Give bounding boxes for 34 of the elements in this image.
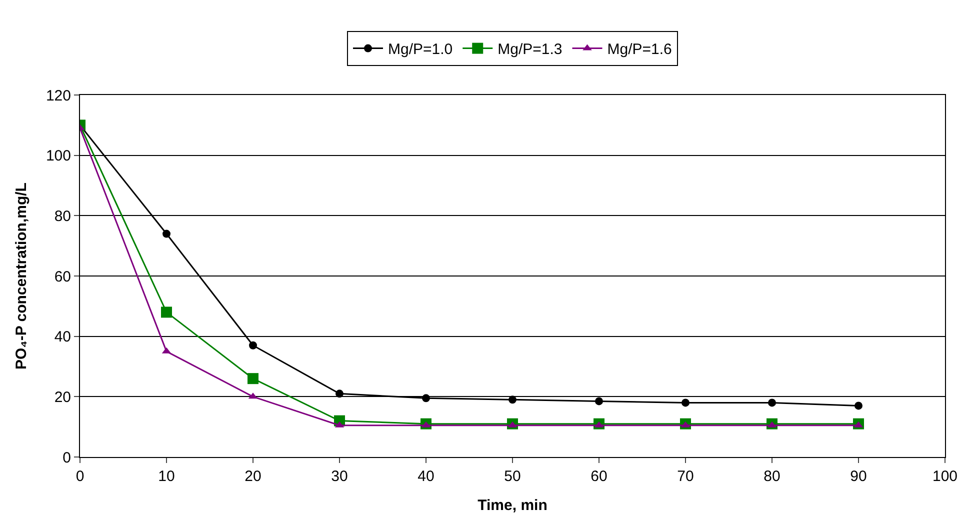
x-tick-label: 0 [76,468,84,485]
x-tick-label: 20 [244,468,262,485]
y-tick-label: 60 [54,268,71,286]
y-tick-label: 0 [62,449,71,466]
point [249,341,257,350]
point [161,306,172,318]
x-tick-label: 40 [418,468,434,485]
point [682,398,690,407]
point [854,402,862,410]
point [248,373,258,384]
y-axis-title: PO₄-P concentration,mg/L [13,182,30,370]
x-tick-label: 90 [850,468,867,485]
x-tick-label: 60 [590,468,608,485]
x-tick-label: 70 [677,468,694,485]
point [422,394,430,402]
x-tick-label: 10 [158,468,175,485]
x-tick-label: 100 [932,468,958,485]
point [508,396,516,404]
legend-label: Mg/P=1.3 [498,41,562,58]
y-tick-label: 100 [46,148,71,165]
x-tick-label: 80 [764,468,780,485]
point [595,397,603,406]
y-tick-label: 40 [54,328,71,346]
y-tick-label: 120 [46,87,71,104]
x-tick-label: 50 [504,468,521,485]
y-tick-label: 80 [54,208,71,225]
x-axis-title: Time, min [478,497,548,514]
legend-label: Mg/P=1.0 [388,41,453,58]
x-tick-label: 30 [331,468,348,485]
point [336,390,344,398]
point [768,398,776,407]
legend-label: Mg/P=1.6 [607,41,672,58]
y-tick-label: 20 [54,388,71,406]
point [162,230,170,238]
